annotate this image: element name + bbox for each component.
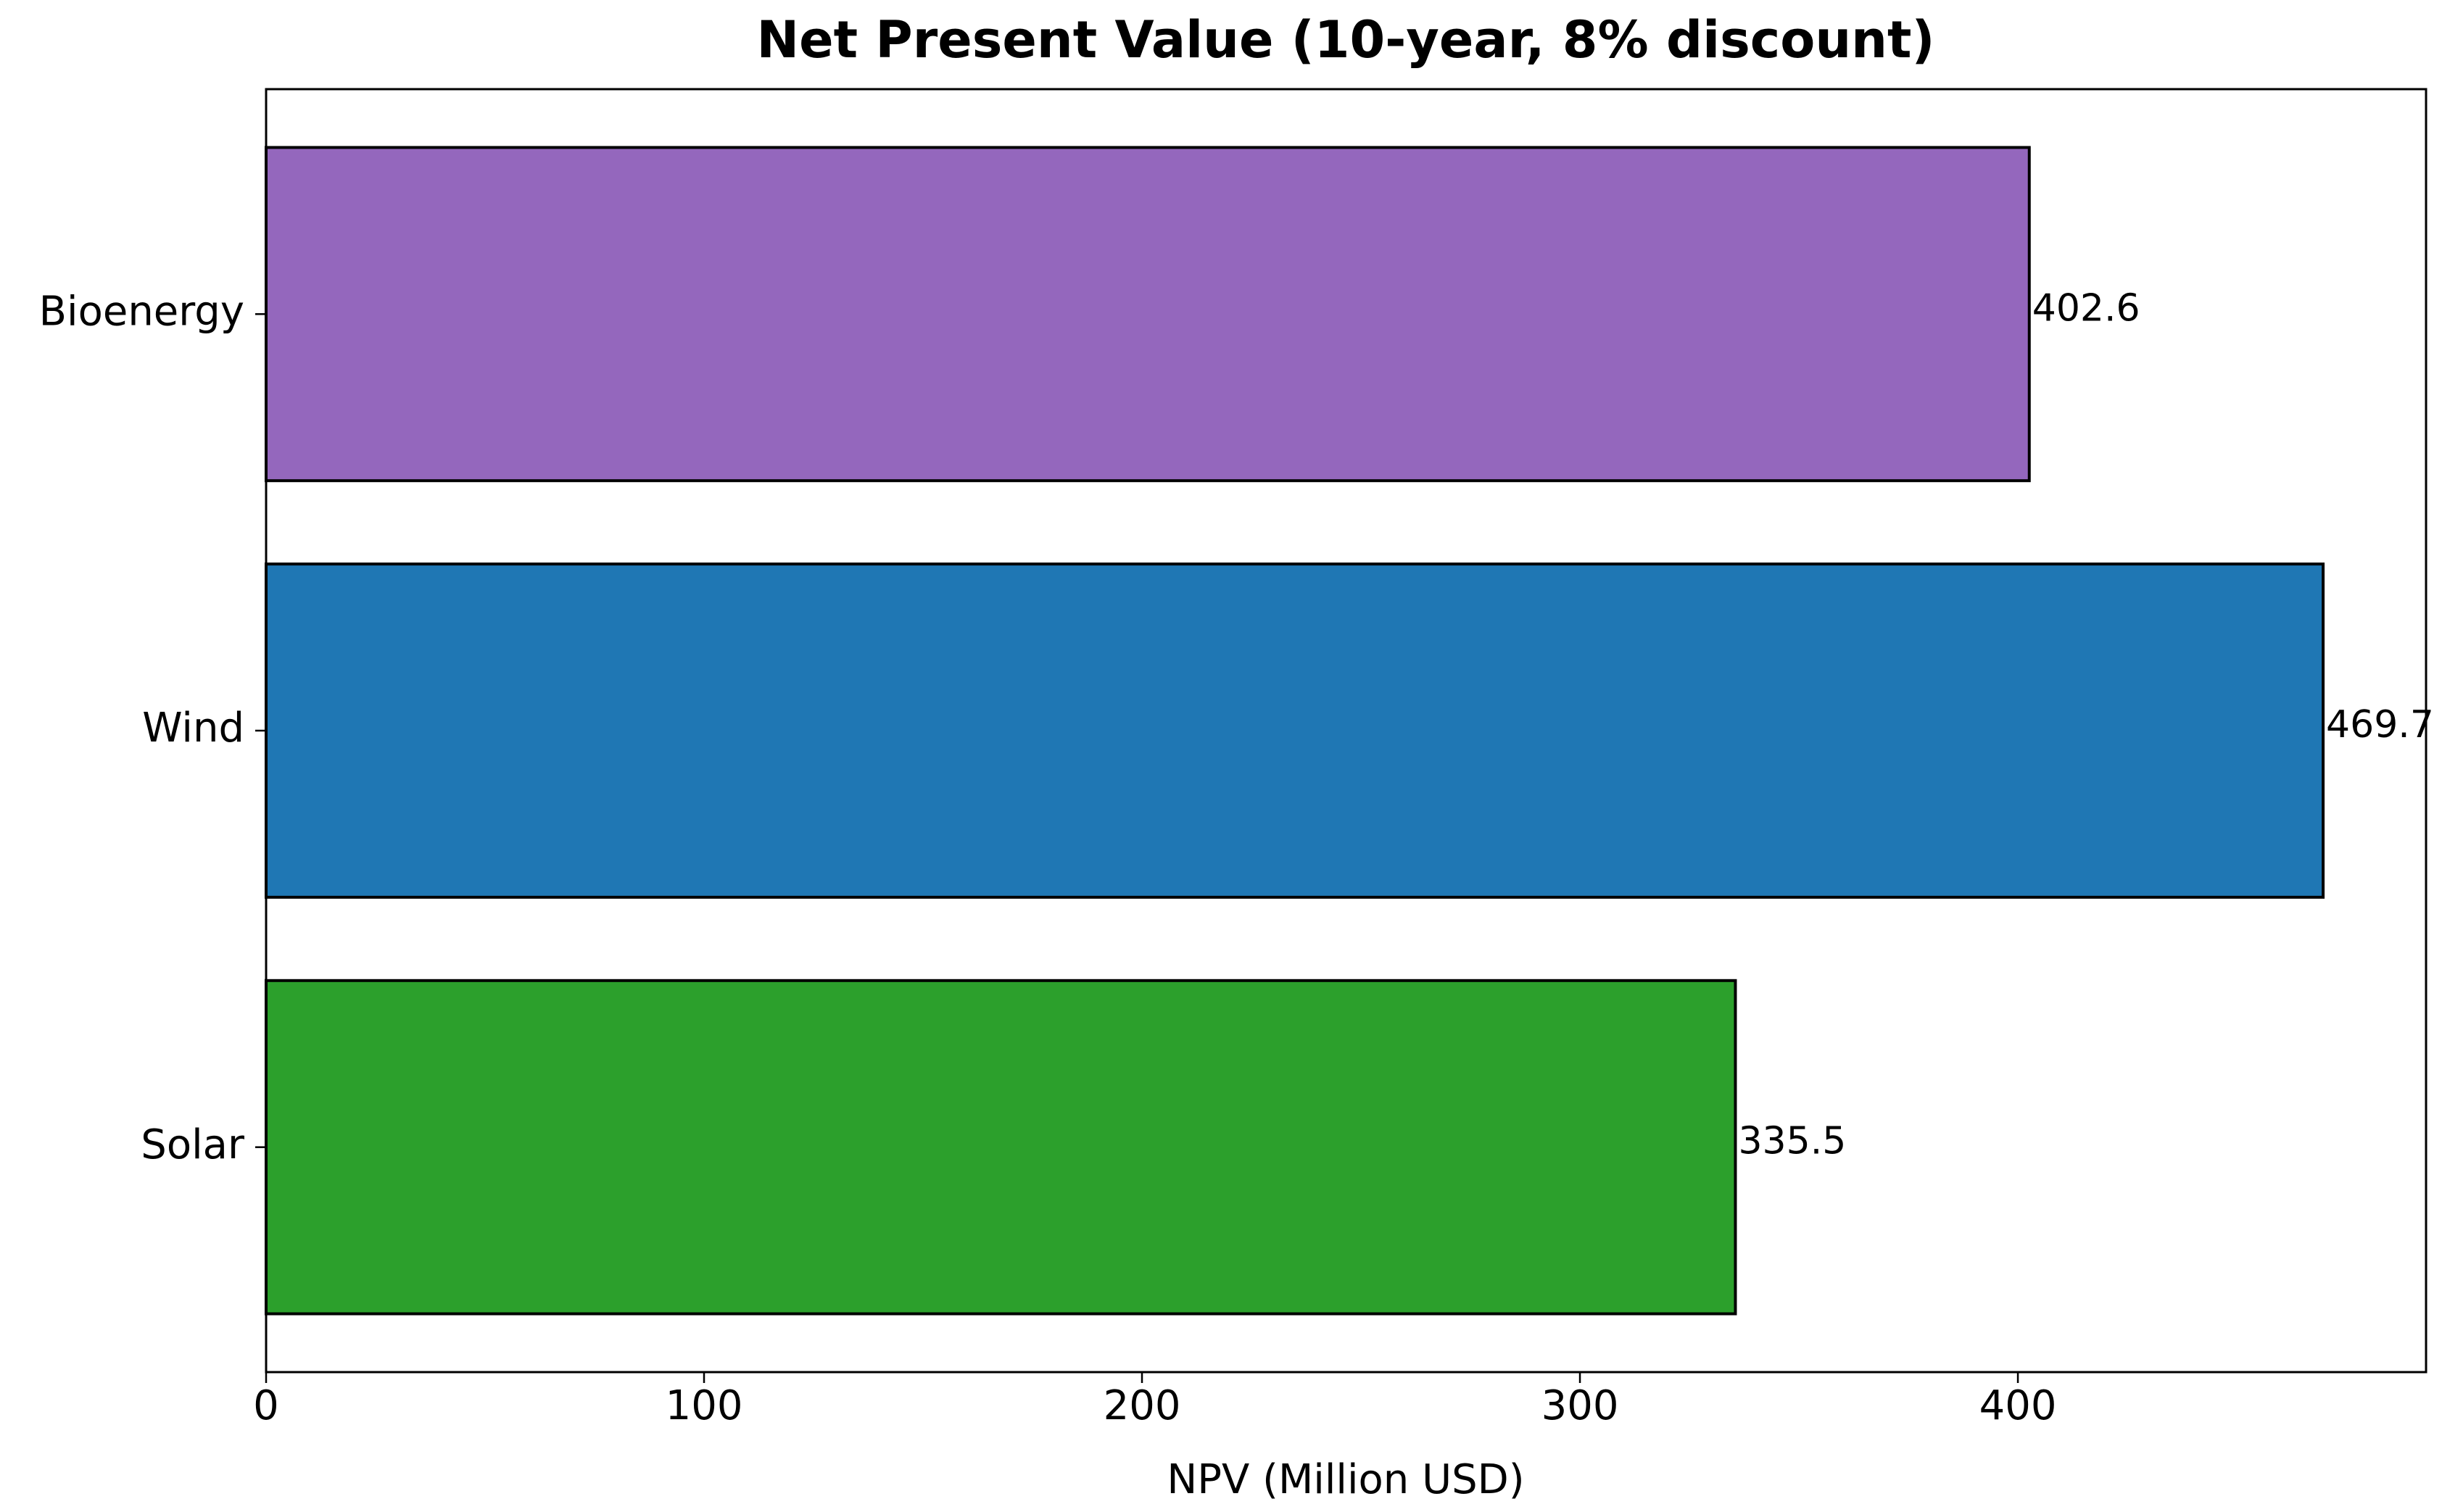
x-tick-label: 0 bbox=[253, 1382, 279, 1429]
bar bbox=[265, 562, 2325, 899]
x-tick-label: 400 bbox=[1979, 1382, 2057, 1429]
x-tick-label: 200 bbox=[1104, 1382, 1181, 1429]
y-tick-label: Bioenergy bbox=[39, 288, 244, 335]
value-label: 335.5 bbox=[1738, 1120, 1846, 1163]
x-axis-label: NPV (Million USD) bbox=[1167, 1456, 1524, 1503]
plot-frame bbox=[265, 88, 2427, 1374]
y-tick-label: Wind bbox=[142, 705, 244, 752]
value-label: 469.7 bbox=[2326, 703, 2434, 747]
chart-title: Net Present Value (10-year, 8% discount) bbox=[757, 10, 1935, 70]
y-tick-label: Solar bbox=[141, 1121, 245, 1168]
bar bbox=[265, 979, 1737, 1316]
x-tick-label: 100 bbox=[666, 1382, 743, 1429]
bar bbox=[265, 146, 2031, 483]
value-label: 402.6 bbox=[2032, 286, 2140, 330]
x-tick-label: 300 bbox=[1541, 1382, 1619, 1429]
